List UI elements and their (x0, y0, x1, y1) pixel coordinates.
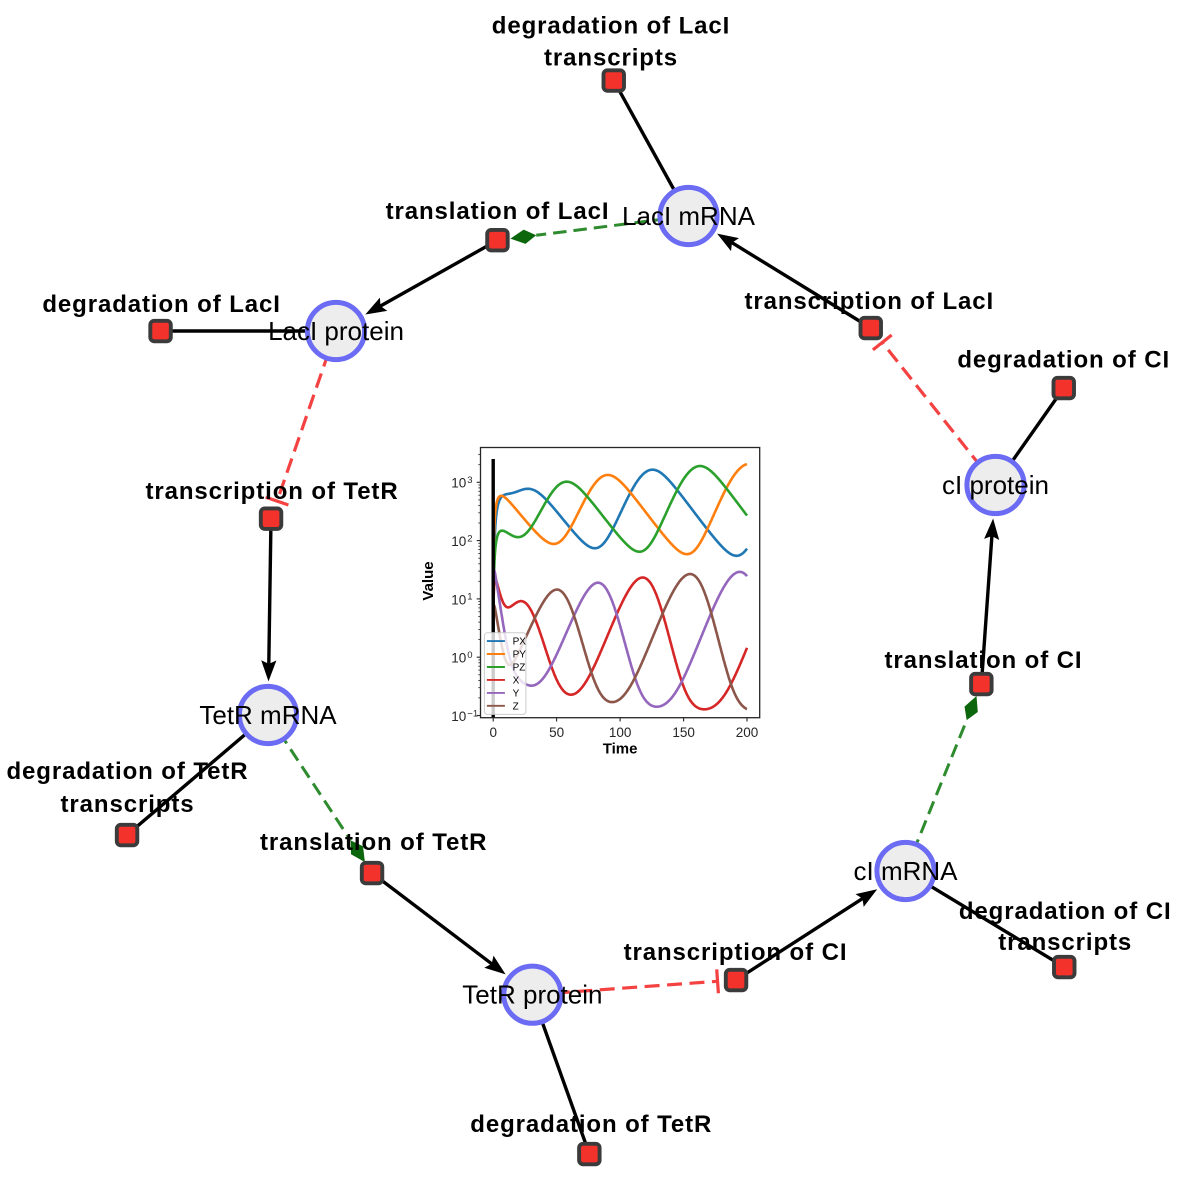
svg-text:degradation of LacI: degradation of LacI (492, 13, 730, 40)
svg-text:degradation of TetR: degradation of TetR (7, 758, 249, 785)
svg-text:10: 10 (451, 476, 466, 491)
svg-text:Time: Time (603, 741, 638, 758)
svg-text:10: 10 (451, 592, 466, 607)
svg-text:degradation of CI: degradation of CI (957, 347, 1170, 374)
svg-text:degradation of LacI: degradation of LacI (42, 291, 280, 318)
svg-text:TetR mRNA: TetR mRNA (199, 700, 337, 730)
svg-text:translation of LacI: translation of LacI (386, 198, 610, 225)
svg-text:transcripts: transcripts (61, 791, 195, 818)
svg-text:X: X (513, 675, 520, 686)
svg-text:transcription of TetR: transcription of TetR (145, 478, 398, 505)
svg-text:cI mRNA: cI mRNA (854, 856, 959, 886)
svg-text:cI protein: cI protein (942, 470, 1049, 500)
svg-text:50: 50 (549, 725, 564, 740)
svg-text:degradation of CI: degradation of CI (959, 898, 1172, 925)
svg-text:degradation of TetR: degradation of TetR (470, 1111, 712, 1138)
svg-text:200: 200 (736, 725, 759, 740)
svg-text:3: 3 (467, 475, 472, 486)
svg-text:0: 0 (467, 650, 472, 661)
svg-text:10: 10 (451, 534, 466, 549)
svg-text:TetR protein: TetR protein (462, 980, 602, 1010)
svg-text:1: 1 (467, 592, 472, 603)
svg-text:PZ: PZ (513, 663, 526, 674)
svg-text:−1: −1 (467, 708, 478, 719)
svg-text:LacI protein: LacI protein (268, 316, 404, 346)
svg-text:150: 150 (672, 725, 695, 740)
svg-text:transcription of LacI: transcription of LacI (744, 288, 994, 315)
svg-text:10: 10 (451, 709, 466, 724)
svg-text:Z: Z (513, 701, 519, 712)
svg-text:LacI mRNA: LacI mRNA (622, 201, 756, 231)
svg-text:Value: Value (420, 561, 437, 600)
svg-text:2: 2 (467, 533, 472, 544)
svg-text:PY: PY (513, 650, 527, 661)
svg-text:transcripts: transcripts (998, 929, 1132, 956)
svg-text:transcription of CI: transcription of CI (624, 939, 848, 966)
svg-text:translation of CI: translation of CI (885, 647, 1083, 674)
svg-text:10: 10 (451, 651, 466, 666)
svg-text:PX: PX (513, 637, 527, 648)
svg-text:100: 100 (609, 725, 632, 740)
svg-text:transcripts: transcripts (544, 44, 678, 71)
svg-text:translation of TetR: translation of TetR (260, 829, 487, 856)
svg-text:0: 0 (489, 725, 497, 740)
svg-text:Y: Y (513, 688, 520, 699)
